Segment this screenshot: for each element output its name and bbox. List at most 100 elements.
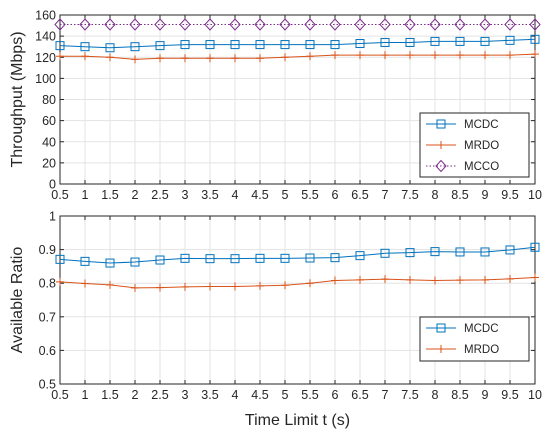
data-point-mrdo: [206, 282, 214, 291]
y-tick-label: 0.8: [39, 277, 56, 291]
x-tick-label: 5: [282, 388, 289, 402]
data-point-mrdo: [81, 279, 89, 288]
data-point-mrdo: [131, 55, 139, 64]
x-tick-label: 1.5: [101, 188, 118, 202]
data-point-mrdo: [481, 275, 489, 284]
series-mcdc: [55, 242, 540, 268]
data-point-mcdc: [80, 42, 90, 52]
data-point-mrdo: [281, 53, 289, 62]
data-point-mcco: [479, 18, 491, 31]
series-line-mrdo: [59, 276, 536, 289]
data-point-mcdc: [480, 36, 490, 46]
data-point-mcco: [129, 18, 141, 31]
y-tick-label: 40: [42, 135, 56, 149]
data-point-mrdo: [181, 54, 189, 63]
data-point-mcco: [254, 18, 266, 31]
x-tick-label: 6: [332, 388, 339, 402]
y-tick-label: 140: [35, 30, 56, 44]
series-mrdo: [56, 273, 539, 292]
data-point-mcdc: [255, 40, 265, 50]
data-point-mcco: [204, 18, 216, 31]
y-axis-label: Throughput (Mbps): [9, 31, 26, 167]
data-point-mrdo: [81, 52, 89, 61]
data-point-mcdc: [305, 253, 315, 263]
data-point-mrdo: [406, 275, 414, 284]
data-point-mcdc: [380, 248, 390, 258]
data-point-mcco: [179, 18, 191, 31]
data-point-mrdo: [481, 51, 489, 60]
data-point-mrdo: [356, 275, 364, 284]
legend: MCDC MRDO: [419, 316, 530, 362]
x-tick-label: 2.5: [151, 388, 168, 402]
axes-box: [59, 215, 536, 385]
x-tick-label: 3: [182, 188, 189, 202]
legend-marker-mrdo: [437, 141, 445, 149]
x-tick-label: 4: [232, 388, 239, 402]
x-tick-label: 6.5: [351, 188, 368, 202]
data-point-mrdo: [56, 52, 64, 61]
data-point-mcdc: [105, 43, 115, 53]
data-point-mcco: [104, 18, 116, 31]
data-point-mcco: [529, 18, 541, 31]
y-tick-label: 120: [35, 51, 56, 65]
data-point-mrdo: [281, 281, 289, 290]
y-tick-label: 0: [49, 178, 56, 192]
x-tick-label: 10: [528, 388, 542, 402]
data-point-mcdc: [205, 40, 215, 50]
data-point-mcdc: [330, 253, 340, 263]
x-tick-label: 8.5: [451, 188, 468, 202]
data-point-mrdo: [531, 50, 539, 59]
data-point-mrdo: [131, 283, 139, 292]
y-tick-label: 160: [35, 9, 56, 23]
data-point-mcdc: [530, 34, 540, 44]
data-point-mrdo: [506, 51, 514, 60]
legend-label-mcco: MCCO: [464, 161, 499, 173]
data-point-mcdc: [505, 35, 515, 45]
legend-label-mcdc: MCDC: [464, 323, 499, 335]
data-point-mcco: [279, 18, 291, 31]
data-point-mcdc: [355, 39, 365, 49]
x-tick-label: 7: [382, 188, 389, 202]
x-tick-label: 9: [482, 388, 489, 402]
data-point-mcdc: [105, 258, 115, 268]
x-tick-label: 4: [232, 188, 239, 202]
legend-label-mrdo: MRDO: [464, 140, 499, 152]
data-point-mrdo: [156, 54, 164, 63]
data-point-mcco: [454, 18, 466, 31]
data-point-mcdc: [180, 40, 190, 50]
x-tick-label: 6.5: [351, 388, 368, 402]
x-tick-label: 10: [528, 188, 542, 202]
data-point-mcco: [354, 18, 366, 31]
data-point-mcdc: [355, 251, 365, 261]
data-point-mcdc: [280, 253, 290, 263]
x-tick-label: 0.5: [51, 388, 68, 402]
x-tick-label: 9.5: [501, 388, 518, 402]
y-tick-label: 0.5: [39, 378, 56, 392]
x-tick-label: 3: [182, 388, 189, 402]
x-tick-label: 2: [132, 388, 139, 402]
series-line-mrdo: [60, 53, 536, 60]
data-point-mrdo: [431, 51, 439, 60]
x-tick-label: 1: [82, 388, 89, 402]
data-point-mrdo: [381, 51, 389, 60]
data-point-mcdc: [280, 40, 290, 50]
data-point-mcdc: [430, 247, 440, 257]
data-point-mcco: [54, 18, 66, 31]
data-point-mrdo: [231, 54, 239, 63]
data-point-mcdc: [230, 40, 240, 50]
data-point-mrdo: [356, 51, 364, 60]
data-point-mcdc: [230, 254, 240, 264]
y-tick-label: 1: [49, 210, 56, 224]
x-tick-label: 4.5: [251, 388, 268, 402]
y-tick-label: 80: [42, 93, 56, 107]
data-point-mrdo: [181, 282, 189, 291]
x-tick-label: 4.5: [251, 188, 268, 202]
data-point-mcco: [79, 18, 91, 31]
data-point-mcdc: [155, 255, 165, 265]
data-point-mcdc: [55, 41, 65, 51]
x-tick-label: 7: [382, 388, 389, 402]
data-point-mcdc: [255, 253, 265, 263]
legend-label-mrdo: MRDO: [464, 344, 499, 356]
x-tick-label: 2.5: [151, 188, 168, 202]
